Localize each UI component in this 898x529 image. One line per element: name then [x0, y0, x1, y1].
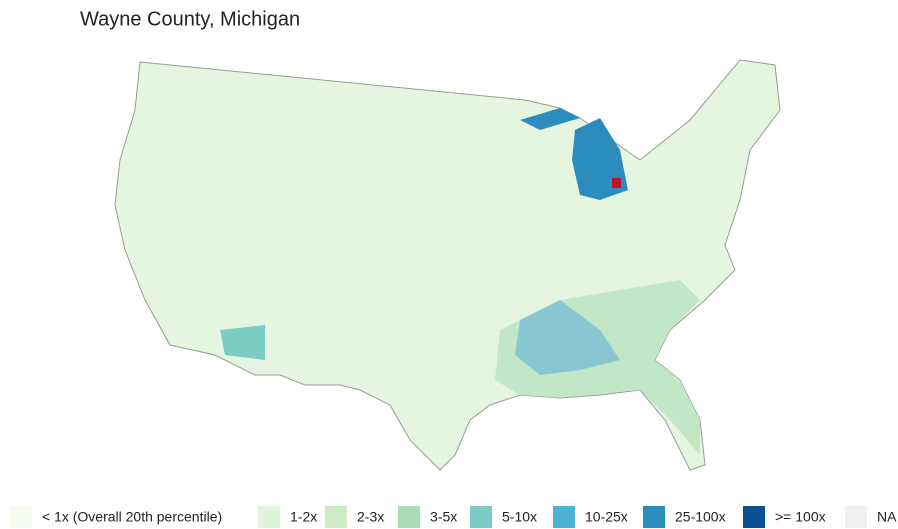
legend-label: >= 100x [775, 509, 826, 525]
legend-label: 10-25x [585, 509, 628, 525]
legend-swatch [325, 506, 347, 528]
legend-label: 3-5x [430, 509, 457, 525]
legend-label: 25-100x [675, 509, 726, 525]
legend-label: 2-3x [357, 509, 384, 525]
legend-swatch [743, 506, 765, 528]
legend-label: 5-10x [502, 509, 537, 525]
region-wayne [612, 178, 621, 188]
map-title: Wayne County, Michigan [80, 8, 300, 30]
legend-swatch [10, 506, 32, 528]
region-arizona [220, 325, 265, 360]
us-map [114, 59, 781, 471]
legend-swatch [553, 506, 575, 528]
legend-swatch [398, 506, 420, 528]
legend-label: NA [877, 509, 897, 525]
legend-swatch [643, 506, 665, 528]
legend-label: < 1x (Overall 20th percentile) [42, 509, 222, 525]
region-michigan [520, 108, 628, 200]
legend: < 1x (Overall 20th percentile) 1-2x 2-3x 3-… [10, 506, 897, 528]
legend-label: 1-2x [290, 509, 317, 525]
legend-swatch [470, 506, 492, 528]
legend-swatch [258, 506, 280, 528]
legend-swatch [845, 506, 867, 528]
region-southeast [515, 300, 620, 375]
